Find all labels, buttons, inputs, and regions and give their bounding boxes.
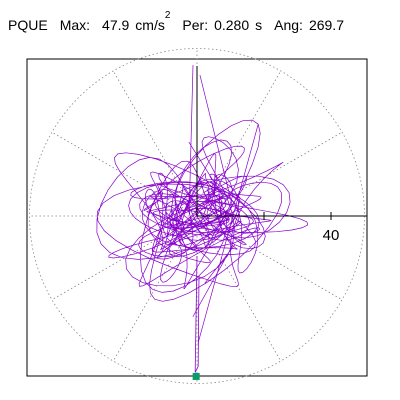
max-unit-exponent: 2 (164, 10, 171, 21)
angle-label: Ang: (274, 16, 303, 33)
max-unit: cm/s (135, 16, 165, 33)
angle-gridline-30 (196, 131, 343, 217)
angle-gridline-330 (196, 215, 343, 301)
plot-header: PQUE Max: 47.9 cm/s2 Per: 0.280 s Ang: 269.7 (8, 10, 344, 35)
motion-trace-final (194, 255, 200, 373)
motion-trace (96, 64, 309, 373)
motion-trace-path (96, 64, 309, 344)
station-code: PQUE (8, 16, 48, 33)
angle-value: 269.7 (308, 16, 344, 33)
max-value: 47.9 (102, 16, 130, 33)
period-unit: s (255, 16, 263, 33)
period-value: 0.280 (214, 16, 250, 33)
radial-tick-label-40: 40 (323, 227, 340, 244)
period-label: Per: (182, 16, 209, 33)
polar-axes (196, 66, 367, 220)
end-marker (192, 372, 200, 380)
max-label: Max: (59, 16, 91, 33)
